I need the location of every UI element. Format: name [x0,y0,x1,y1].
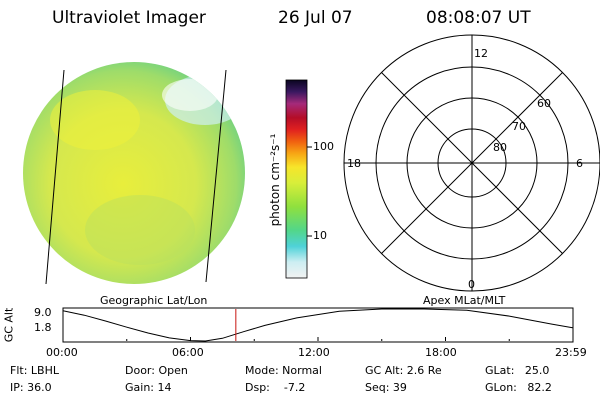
lat-label-80: 80 [493,141,507,154]
header-time: 08:08:07 UT [426,8,531,28]
altitude-ytick-bottom: 1.8 [34,321,52,334]
lat-label-70: 70 [512,120,526,133]
status-glat: GLat: 25.0 [485,364,550,377]
status-door: Door: Open [125,364,188,377]
colorbar-unit-label: photon cm⁻²s⁻¹ [268,133,282,227]
colorbar-tick-10: 10 [313,229,327,242]
mlt-label-12: 12 [474,47,488,60]
status-ip: IP: 36.0 [10,381,52,394]
polar-plot [343,34,600,292]
app-title: Ultraviolet Imager [52,8,206,28]
altitude-xtick-1: 06:00 [172,346,204,359]
status-gain: Gain: 14 [125,381,172,394]
status-seq: Seq: 39 [365,381,407,394]
lat-label-60: 60 [537,97,551,110]
header-date: 26 Jul 07 [278,8,353,28]
mlt-label-0: 0 [468,278,475,291]
altitude-xtick-2: 12:00 [298,346,330,359]
altitude-plot-frame [62,307,574,343]
altitude-curve [62,308,573,342]
altitude-xtick-4: 23:59 [555,346,587,359]
colorbar [285,79,308,279]
altitude-ylabel: GC Alt [2,307,16,343]
status-filter: Flt: LBHL [10,364,59,377]
status-glon: GLon: 82.2 [485,381,552,394]
status-mode: Mode: Normal [245,364,322,377]
altitude-x-ticks [62,337,574,341]
left-panel-caption: Geographic Lat/Lon [100,294,208,307]
status-dsp: Dsp: -7.2 [245,381,306,394]
mlt-label-18: 18 [347,157,361,170]
colorbar-tick-100: 100 [313,140,334,153]
uv-disk-image [23,62,245,285]
longitude-line-left [45,69,65,285]
altitude-xtick-3: 18:00 [425,346,457,359]
right-panel-caption: Apex MLat/MLT [423,294,506,307]
altitude-ytick-top: 9.0 [34,306,52,319]
longitude-line-right [205,69,227,283]
mlt-label-6: 6 [576,157,583,170]
status-gc-alt: GC Alt: 2.6 Re [365,364,442,377]
altitude-xtick-0: 00:00 [46,346,78,359]
